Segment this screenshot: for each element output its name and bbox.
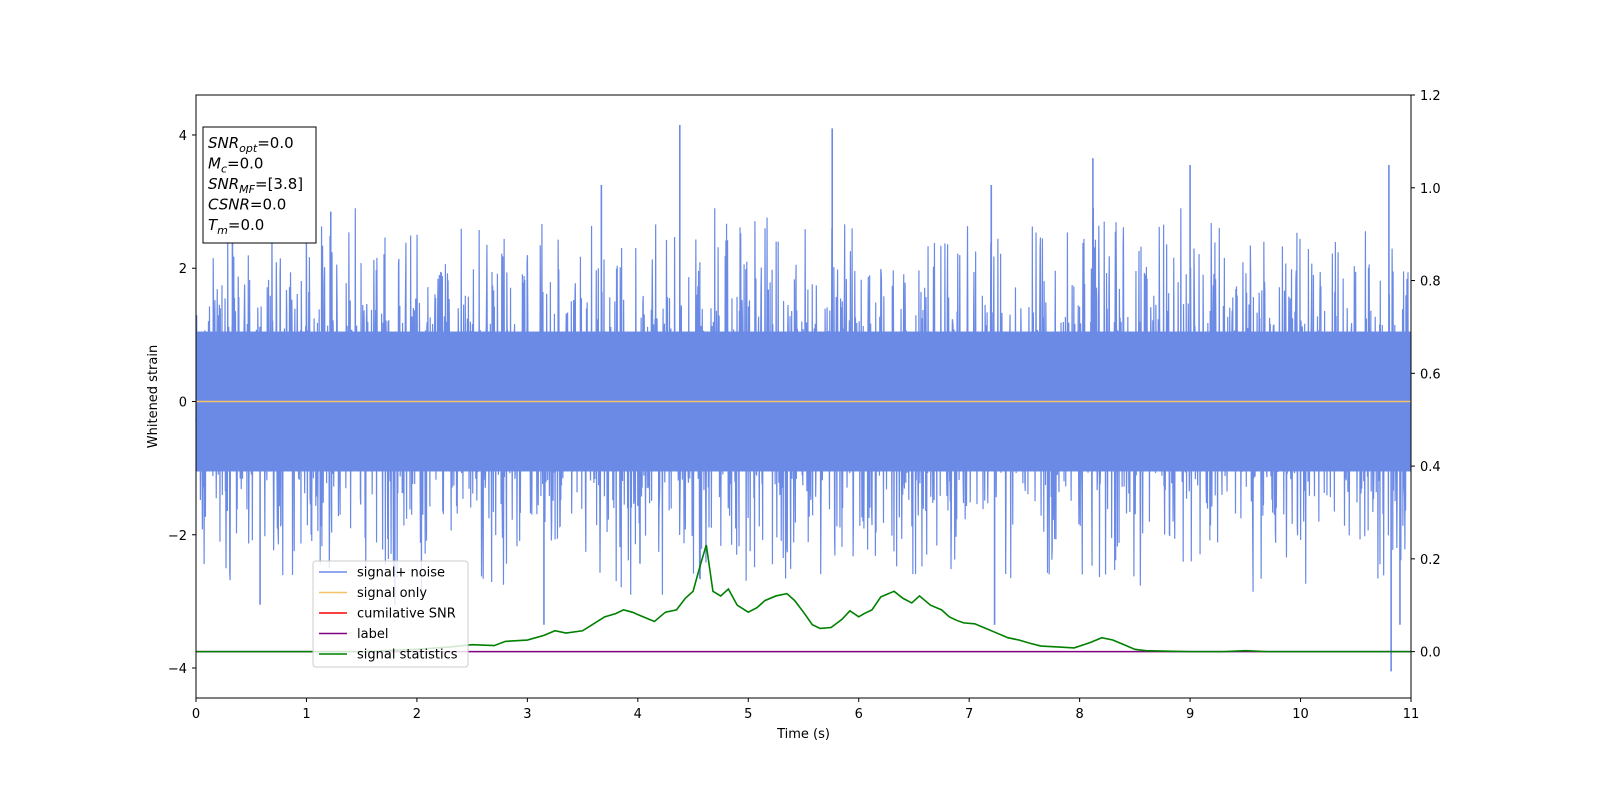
legend-entry: signal only: [357, 586, 427, 601]
info-symbol: SNR: [208, 175, 239, 193]
y2-tick-label: 1.0: [1420, 182, 1441, 197]
info-box: SNRopt=0.0Mc=0.0SNRMF=[3.8]CSNR=0.0Tm=0.…: [202, 126, 317, 244]
y2-tick-label: 0.0: [1420, 646, 1441, 661]
plot-frame: [195, 94, 1412, 699]
y2-tick-label: 1.2: [1420, 89, 1441, 104]
info-line: SNRopt=0.0: [208, 134, 294, 155]
x-tick-label: 11: [1403, 707, 1420, 722]
info-line: Mc=0.0: [208, 155, 263, 176]
legend-entry: signal+ noise: [357, 566, 445, 581]
legend-entry: label: [357, 627, 388, 642]
x-tick-label: 6: [855, 707, 863, 722]
info-value: =0.0: [250, 196, 286, 214]
y-tick-label: −4: [168, 662, 187, 677]
x-tick-label: 2: [413, 707, 421, 722]
info-box-frame: [202, 126, 317, 244]
legend: signal+ noise signal only cumilative SNR la…: [312, 560, 469, 668]
info-value: =0.0: [228, 216, 264, 234]
info-line: CSNR=0.0: [208, 196, 286, 214]
y-tick-label: 2: [179, 262, 187, 277]
info-subscript: opt: [239, 142, 258, 155]
x-tick-label: 7: [965, 707, 973, 722]
x-tick-label: 1: [302, 707, 310, 722]
legend-frame: [312, 560, 469, 668]
x-tick-label: 4: [634, 707, 642, 722]
info-symbol: T: [208, 216, 219, 234]
y-tick-label: 4: [179, 129, 187, 144]
x-tick-label: 9: [1186, 707, 1194, 722]
info-line: SNRMF=[3.8]: [208, 175, 303, 196]
axis-ticks: 0 1 2 3 4 5 6 7 8 9 10 11 −4 −2 0 2 4 0.0 0.2 0.4 0.6 0.8 1.0 1…: [168, 89, 1441, 722]
info-subscript: m: [217, 224, 228, 237]
y-tick-label: −2: [168, 529, 187, 544]
x-tick-label: 8: [1075, 707, 1083, 722]
y2-tick-label: 0.8: [1420, 275, 1441, 290]
y2-tick-label: 0.6: [1420, 367, 1441, 382]
y2-tick-label: 0.2: [1420, 553, 1441, 568]
info-symbol: SNR: [208, 134, 239, 152]
y-tick-label: 0: [179, 395, 187, 410]
legend-entry: cumilative SNR: [357, 607, 456, 622]
info-value: =0.0: [257, 134, 293, 152]
info-symbol: CSNR: [208, 196, 250, 214]
x-axis-label: Time (s): [776, 727, 830, 742]
y-axis-label: Whitened strain: [146, 345, 161, 448]
info-subscript: c: [221, 163, 227, 176]
info-subscript: MF: [239, 183, 255, 196]
x-tick-label: 0: [192, 707, 200, 722]
info-value: =[3.8]: [255, 175, 303, 193]
x-tick-label: 5: [744, 707, 752, 722]
signal-statistics-line: [196, 544, 1411, 653]
x-tick-label: 3: [523, 707, 531, 722]
info-line: Tm=0.0: [208, 216, 264, 237]
y2-tick-label: 0.4: [1420, 460, 1441, 475]
legend-entry: signal statistics: [357, 648, 458, 663]
x-tick-label: 10: [1292, 707, 1309, 722]
info-value: =0.0: [227, 155, 263, 173]
info-symbol: M: [208, 155, 221, 173]
